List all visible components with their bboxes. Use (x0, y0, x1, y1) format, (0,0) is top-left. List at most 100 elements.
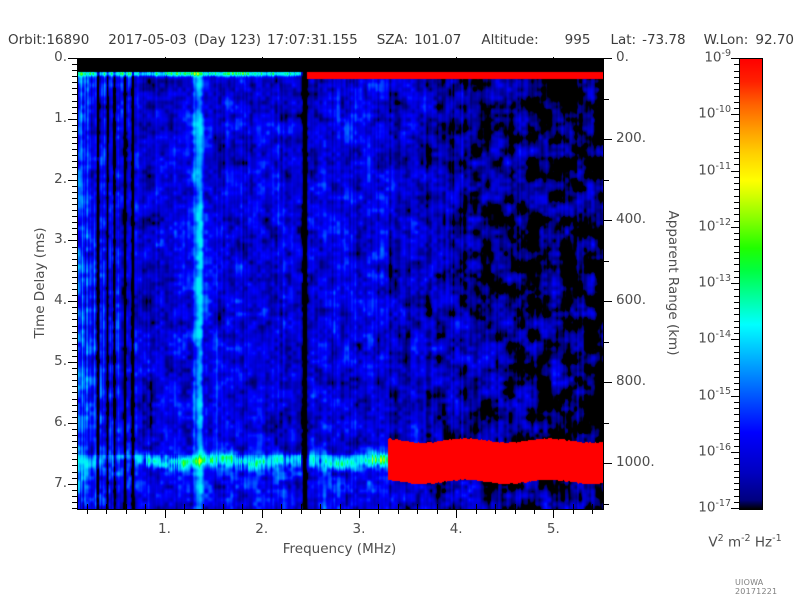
y-axis-minor-tick (72, 453, 77, 455)
y-axis-minor-tick (72, 319, 77, 321)
x-axis-minor-tick-inner (203, 504, 205, 509)
colorbar-minor-tick (734, 76, 739, 78)
y-axis-minor-tick (72, 149, 77, 151)
colorbar-minor-tick (734, 476, 739, 478)
y-axis-minor-tick (72, 471, 77, 473)
y2-axis-minor-tick (603, 260, 609, 262)
colorbar-tick-exponent: -10 (715, 104, 731, 116)
y-axis-minor-tick (72, 374, 77, 376)
spectrogram-canvas (78, 59, 603, 509)
y-axis-minor-tick (72, 88, 77, 90)
colorbar-minor-tick (734, 264, 739, 266)
x-axis-major-tick (553, 509, 555, 518)
colorbar-minor-tick (734, 83, 739, 84)
colorbar-minor-tick (734, 195, 739, 197)
colorbar-minor-tick (734, 270, 739, 272)
y-axis-minor-tick (72, 337, 77, 339)
colorbar-minor-tick (734, 89, 739, 91)
y-axis-tick-label: 5. (54, 353, 67, 370)
x-axis-minor-tick-inner (86, 504, 88, 509)
colorbar-minor-tick (734, 120, 739, 122)
colorbar-minor-tick (734, 439, 739, 441)
y2-axis-minor-tick (603, 98, 609, 100)
y-axis-minor-tick (72, 112, 77, 114)
colorbar-tick-label: 10-15 (669, 386, 731, 404)
y-axis-major-tick (68, 179, 77, 181)
colorbar-minor-tick (734, 345, 739, 347)
x-axis-major-tick (358, 509, 360, 518)
colorbar-minor-tick (734, 333, 739, 334)
colorbar-minor-tick (734, 501, 739, 503)
colorbar-tick-exponent: -9 (721, 48, 731, 59)
unit-meter: m (727, 534, 742, 551)
y2-axis-minor-tick (603, 341, 609, 343)
colorbar-minor-tick (734, 458, 739, 459)
colorbar-tick-label: 10-12 (669, 217, 731, 235)
y-axis-minor-tick (72, 106, 77, 108)
altitude-label: Altitude: (481, 32, 539, 48)
y-axis-minor-tick (72, 398, 77, 400)
sza-value: 101.07 (414, 32, 462, 48)
x-axis-minor-tick-inner (475, 504, 477, 509)
colorbar-minor-tick (734, 58, 739, 59)
colorbar-minor-tick (734, 176, 739, 178)
colorbar-tick-mantissa: 10 (698, 218, 716, 235)
colorbar-tick-label: 10-10 (669, 104, 731, 122)
credit-footer: UIOWA 20171221 (735, 578, 778, 596)
colorbar-tick-mantissa: 10 (698, 274, 716, 291)
x-axis-minor-tick (203, 509, 205, 514)
x-axis-major-tick-top (358, 57, 360, 66)
y-axis-minor-tick (72, 441, 77, 443)
colorbar-minor-tick (734, 483, 739, 484)
colorbar-tick-label: 10-14 (669, 329, 731, 347)
colorbar-minor-tick (734, 326, 739, 328)
y2-axis-major-tick (603, 301, 612, 303)
x-axis-minor-tick (86, 509, 88, 514)
colorbar-minor-tick (734, 401, 739, 403)
x-axis-major-tick (456, 509, 458, 518)
x-axis-minor-tick (397, 509, 399, 514)
y-axis-minor-tick (72, 191, 77, 193)
colorbar-tick-label: 10-16 (669, 442, 731, 460)
y-axis-minor-tick (72, 143, 77, 145)
colorbar-minor-tick (734, 364, 739, 366)
y-axis-tick-label: 4. (54, 292, 67, 309)
colorbar-minor-tick (734, 239, 739, 241)
colorbar-minor-tick (734, 183, 739, 184)
colorbar-tick-mantissa: 10 (698, 443, 716, 460)
colorbar-minor-tick (734, 351, 739, 353)
x-axis-minor-tick (533, 509, 535, 514)
x-axis-tick-label: 1. (158, 521, 171, 537)
x-axis-minor-tick-inner (339, 504, 341, 509)
colorbar-minor-tick (734, 158, 739, 159)
colorbar-minor-tick (734, 339, 739, 341)
x-axis-tick-label: 3. (352, 521, 366, 537)
x-axis-major-tick (261, 509, 263, 518)
unit-meter-exponent: -2 (741, 533, 751, 544)
colorbar-minor-tick (734, 258, 739, 259)
colorbar-minor-tick (734, 251, 739, 253)
colorbar-tick-label: 10-17 (669, 498, 731, 516)
x-axis-tick-label: 2. (255, 521, 269, 537)
colorbar-minor-tick (734, 101, 739, 103)
y-axis-minor-tick (72, 161, 77, 163)
x-axis-minor-tick (572, 509, 574, 514)
x-axis-minor-tick-inner (300, 504, 302, 509)
colorbar-tick-exponent: -14 (715, 329, 731, 341)
colorbar-minor-tick (734, 164, 739, 166)
colorbar-minor-tick (734, 495, 739, 497)
y-axis-tick-label: 6. (54, 413, 67, 430)
orbit-label: Orbit: (8, 32, 47, 48)
colorbar-tick-exponent: -15 (715, 385, 731, 397)
x-axis-minor-tick (378, 509, 380, 514)
colorbar-tick-label: 10-13 (669, 273, 731, 291)
colorbar-minor-tick (734, 151, 739, 153)
colorbar-minor-tick (734, 245, 739, 247)
x-axis-minor-tick-inner (242, 504, 244, 509)
y-axis-minor-tick (72, 234, 77, 236)
y-axis-minor-tick (72, 137, 77, 139)
colorbar-minor-tick (734, 420, 739, 422)
y-axis-minor-tick (72, 94, 77, 96)
y-axis-minor-tick (72, 216, 77, 218)
y-axis-minor-tick (72, 70, 77, 72)
